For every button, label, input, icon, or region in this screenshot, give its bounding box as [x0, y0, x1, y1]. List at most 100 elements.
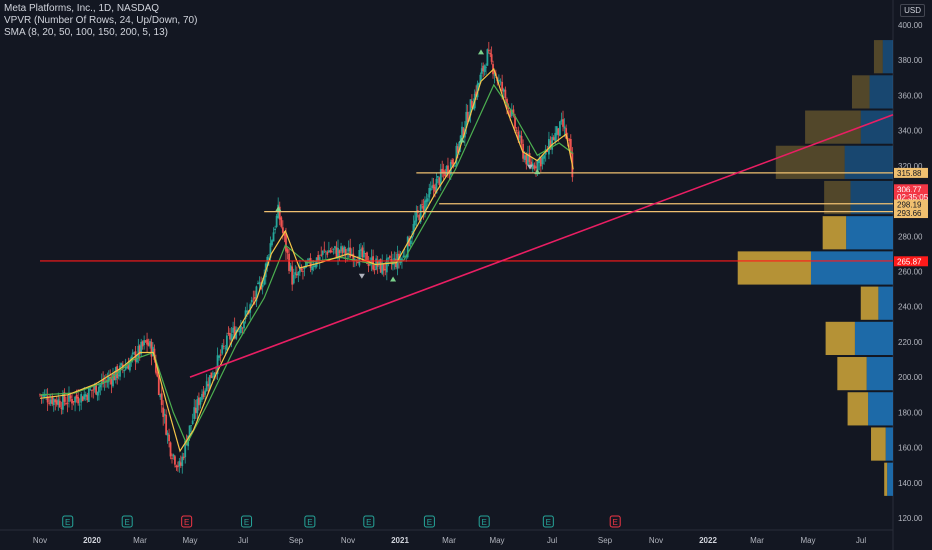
candle-body — [52, 398, 55, 406]
candle-body — [127, 365, 130, 370]
candle-body — [548, 139, 550, 155]
currency-badge[interactable]: USD — [900, 4, 925, 17]
candle-body — [90, 389, 93, 391]
candle-body — [409, 240, 412, 245]
candle-body — [211, 376, 214, 378]
candle-body — [535, 166, 537, 169]
candle-body — [253, 297, 256, 299]
earnings-badge-label: E — [307, 518, 312, 527]
earnings-badge[interactable] — [609, 515, 621, 528]
candle-body — [305, 260, 307, 268]
time-axis[interactable]: Nov 2020 Mar May Jul Sep Nov 2021 Mar May Jul Sep No… — [33, 536, 866, 545]
candle-body — [485, 67, 487, 69]
candle-body — [196, 399, 199, 414]
earnings-badge[interactable] — [62, 515, 74, 528]
candle-body — [341, 247, 344, 253]
candle-body — [43, 393, 46, 397]
candle-body — [418, 214, 421, 221]
candle-body — [369, 263, 371, 265]
price-tag-label: 306.77 — [897, 185, 922, 194]
candle-body — [280, 217, 283, 227]
candle-body — [188, 425, 191, 437]
earnings-badge[interactable] — [423, 515, 435, 528]
candle-body — [86, 394, 89, 401]
candle-body — [175, 465, 178, 468]
candle-body — [515, 130, 518, 132]
trend-line[interactable] — [189, 114, 894, 378]
candle-body — [159, 394, 162, 398]
candle-body — [456, 146, 459, 153]
candle-body — [434, 186, 436, 192]
candle-body — [166, 432, 169, 436]
candle-body — [359, 249, 362, 251]
earnings-badge[interactable] — [181, 515, 193, 528]
candle-body — [241, 327, 244, 329]
candle-body — [221, 345, 224, 354]
time-tick-label: Nov — [33, 536, 47, 545]
earnings-badge[interactable] — [542, 515, 554, 528]
candle-body — [133, 352, 136, 354]
candle-body — [565, 128, 568, 139]
candle-body — [302, 270, 304, 272]
price-tick-label: 160.00 — [898, 444, 923, 453]
candle-body — [559, 121, 561, 136]
candle-body — [478, 83, 480, 85]
candle-body — [222, 346, 225, 347]
candle-body — [321, 250, 324, 255]
candle-body — [199, 397, 202, 405]
vpvr-indicator-label[interactable]: VPVR (Number Of Rows, 24, Up/Down, 70) — [4, 15, 198, 26]
sma-indicator-label[interactable]: SMA (8, 20, 50, 100, 150, 200, 5, 13) — [4, 27, 168, 38]
earnings-badge[interactable] — [363, 515, 375, 528]
candle-body — [271, 240, 273, 246]
moving-averages — [39, 67, 574, 453]
candle-body — [442, 170, 445, 173]
candle-body — [329, 250, 332, 253]
earnings-badge[interactable] — [121, 515, 133, 528]
candle-body — [436, 176, 439, 178]
candle-body — [60, 407, 63, 409]
candle-body — [425, 199, 428, 203]
candle-body — [364, 253, 367, 254]
price-tick-label: 400.00 — [898, 21, 923, 30]
price-axis[interactable]: 400.00380.00360.00340.00320.00300.00280.… — [898, 21, 923, 523]
earnings-badge[interactable] — [478, 515, 490, 528]
candle-body — [194, 407, 197, 413]
candle-body — [66, 402, 69, 404]
earnings-badge[interactable] — [304, 515, 316, 528]
candle-body — [141, 341, 144, 347]
candle-body — [455, 145, 458, 166]
candle-body — [285, 233, 287, 252]
candle-body — [483, 65, 486, 72]
candle-body — [48, 402, 51, 404]
candle-body — [568, 139, 571, 141]
price-tick-label: 360.00 — [898, 91, 923, 100]
candle-body — [216, 355, 219, 375]
earnings-badge[interactable] — [241, 515, 253, 528]
time-tick-label: Sep — [598, 536, 613, 545]
price-tick-label: 260.00 — [898, 268, 923, 277]
candle-body — [504, 89, 507, 99]
candle-body — [367, 262, 370, 267]
candle-body — [255, 286, 258, 302]
candle-body — [193, 407, 196, 419]
candle-body — [257, 282, 259, 284]
earnings-badge-label: E — [546, 518, 551, 527]
candle-body — [482, 65, 485, 72]
candle-body — [215, 372, 217, 374]
candle-body — [431, 185, 434, 188]
candle-body — [338, 250, 341, 254]
candle-body — [382, 264, 385, 271]
time-tick-label: Mar — [133, 536, 147, 545]
candle-body — [438, 177, 441, 185]
candle-body — [102, 379, 105, 384]
candle-body — [466, 112, 469, 123]
candle-body — [472, 106, 475, 110]
candle-body — [113, 373, 116, 381]
candle-body — [533, 165, 536, 169]
symbol-title[interactable]: Meta Platforms, Inc., 1D, NASDAQ — [4, 3, 160, 14]
candle-body — [77, 396, 80, 404]
candle-body — [244, 310, 247, 320]
candle-body — [487, 50, 490, 51]
candle-body — [202, 391, 205, 398]
